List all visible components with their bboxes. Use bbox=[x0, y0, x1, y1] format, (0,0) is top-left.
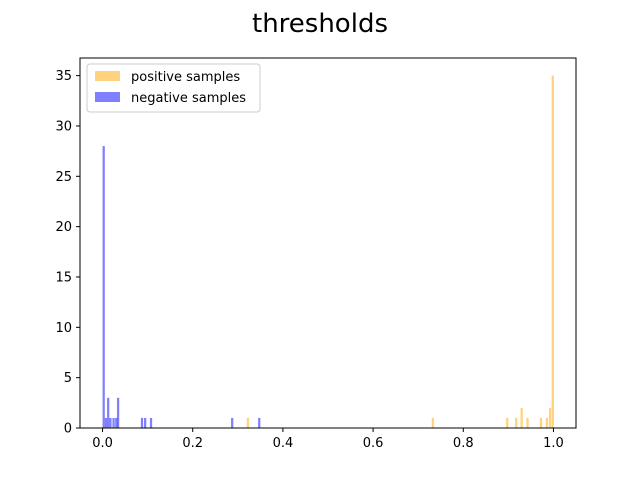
bar-positive-8 bbox=[548, 407, 552, 428]
bar-positive-1 bbox=[431, 417, 434, 428]
bar-negative-9 bbox=[149, 417, 153, 428]
bar-negative-6 bbox=[116, 397, 120, 428]
bar-negative-2 bbox=[107, 397, 110, 428]
x-tick-label: 1.0 bbox=[543, 436, 564, 451]
bar-positive-5 bbox=[526, 417, 529, 428]
bar-negative-0 bbox=[102, 146, 105, 428]
bar-positive-7 bbox=[545, 417, 549, 428]
legend: positive samples negative samples bbox=[86, 63, 261, 113]
bar-positive-9 bbox=[551, 75, 554, 429]
y-tick-label: 25 bbox=[55, 170, 72, 185]
y-axis: 0 5 10 15 20 25 30 35 bbox=[55, 69, 80, 437]
chart-title: thresholds bbox=[252, 9, 388, 39]
legend-label-negative: negative samples bbox=[131, 91, 246, 106]
x-tick-label: 0.2 bbox=[182, 436, 203, 451]
x-tick-label: 0.0 bbox=[92, 436, 113, 451]
bar-positive-0 bbox=[246, 417, 250, 428]
bar-negative-3 bbox=[109, 417, 112, 428]
y-tick-label: 35 bbox=[55, 69, 72, 84]
bar-positive-6 bbox=[539, 417, 543, 428]
bar-negative-8 bbox=[144, 417, 147, 428]
x-axis: 0.0 0.2 0.4 0.6 0.8 1.0 bbox=[92, 428, 564, 451]
legend-swatch-negative bbox=[95, 92, 120, 102]
bar-positive-3 bbox=[515, 417, 518, 428]
bar-negative-10 bbox=[231, 417, 234, 428]
bars-layer bbox=[102, 75, 554, 429]
bar-negative-5 bbox=[115, 417, 118, 428]
legend-swatch-positive bbox=[95, 71, 120, 81]
y-tick-label: 20 bbox=[55, 220, 72, 235]
bar-negative-11 bbox=[258, 417, 261, 428]
y-tick-label: 5 bbox=[64, 371, 72, 386]
bar-positive-4 bbox=[520, 407, 523, 428]
bar-negative-7 bbox=[140, 417, 144, 428]
bar-positive-2 bbox=[506, 417, 509, 428]
x-tick-label: 0.8 bbox=[453, 436, 474, 451]
y-tick-label: 30 bbox=[55, 119, 72, 134]
x-tick-label: 0.4 bbox=[273, 436, 294, 451]
y-tick-label: 10 bbox=[55, 321, 72, 336]
y-tick-label: 15 bbox=[55, 270, 72, 285]
plot-frame bbox=[79, 57, 577, 429]
x-tick-label: 0.6 bbox=[363, 436, 384, 451]
bar-negative-1 bbox=[104, 417, 108, 428]
bar-negative-4 bbox=[112, 417, 115, 428]
y-tick-label: 0 bbox=[64, 422, 72, 437]
legend-label-positive: positive samples bbox=[131, 70, 240, 85]
legend-box bbox=[86, 63, 261, 113]
